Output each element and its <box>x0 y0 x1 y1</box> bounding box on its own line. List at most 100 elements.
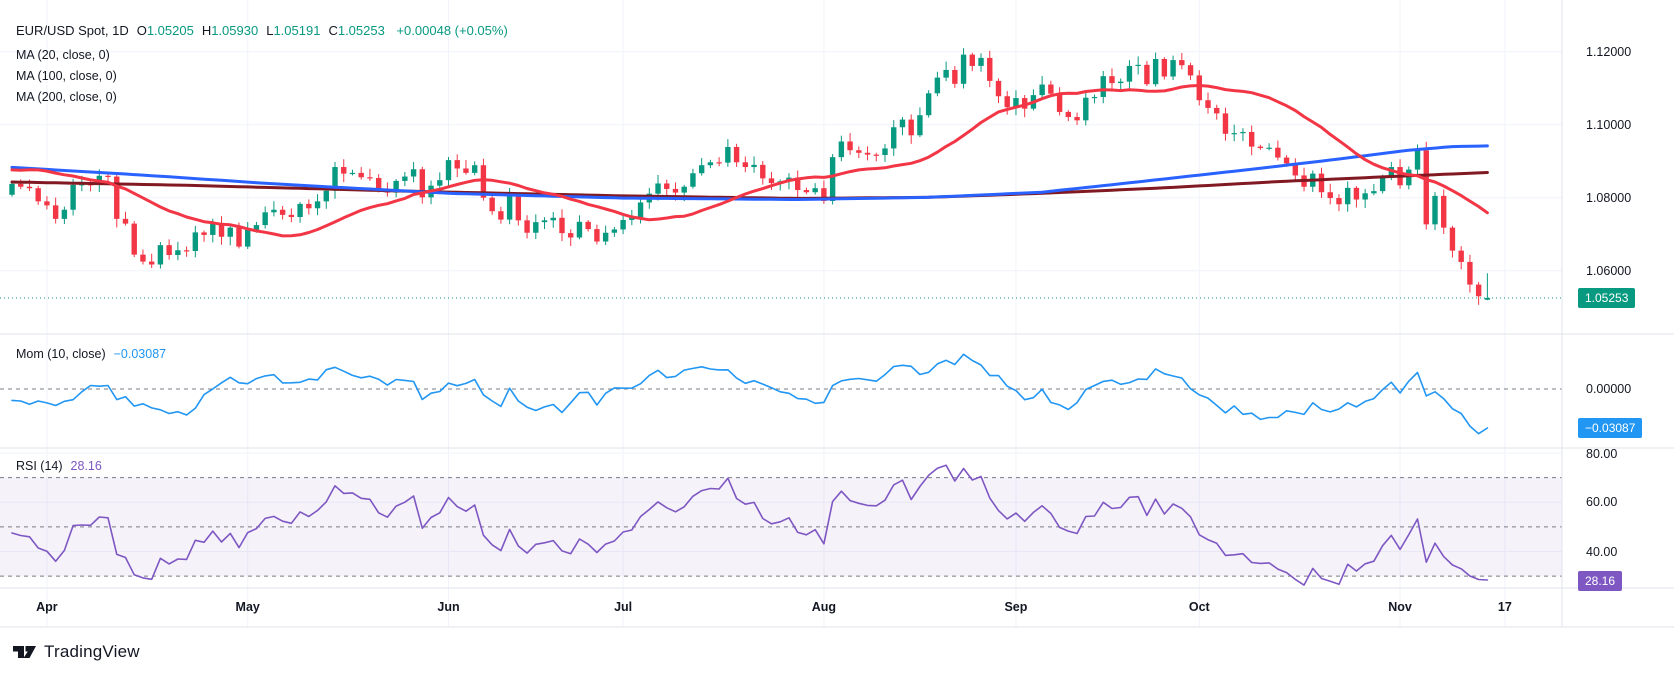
rsi-band <box>0 477 1562 577</box>
chart-canvas[interactable] <box>0 0 1674 630</box>
candle-body <box>978 57 984 66</box>
candle-body <box>314 201 321 209</box>
candle-body <box>1327 192 1333 199</box>
candle-body <box>602 232 609 242</box>
candle-body <box>1441 195 1447 228</box>
candle-body <box>262 212 268 226</box>
candle-body <box>515 195 522 221</box>
candle-body <box>489 197 495 212</box>
candle-body <box>1100 76 1106 97</box>
candle-body <box>288 214 295 218</box>
candle-body <box>795 177 801 191</box>
candle-body <box>1205 100 1211 108</box>
candle-body <box>122 218 129 224</box>
candle-body <box>629 217 635 220</box>
candle-body <box>838 141 845 158</box>
candle-body <box>498 211 504 220</box>
chart-area[interactable]: EUR/USD Spot, 1D O1.05205 H1.05930 L1.05191… <box>0 0 1674 630</box>
candle-body <box>856 150 862 153</box>
candle-body <box>952 69 958 84</box>
candle-body <box>1467 261 1473 285</box>
candle-body <box>26 186 33 189</box>
candle-body <box>52 205 59 219</box>
candle-body <box>760 164 766 179</box>
candle-body <box>358 172 364 178</box>
candle-body <box>506 195 513 220</box>
candle-body <box>148 261 155 265</box>
candle-body <box>899 119 906 128</box>
ma20-line <box>10 84 1489 238</box>
candle-body <box>803 190 810 193</box>
candle-body <box>716 162 722 164</box>
candle-body <box>306 203 312 209</box>
tradingview-logo-text[interactable]: TradingView <box>44 642 140 661</box>
candle-body <box>218 223 225 237</box>
candle-body <box>908 119 914 136</box>
candle-body <box>568 233 574 238</box>
candle-body <box>70 184 76 210</box>
candle-body <box>873 154 879 156</box>
candle-body <box>1266 147 1272 149</box>
candle-body <box>349 172 356 175</box>
candle-body <box>707 162 714 166</box>
candle-body <box>1109 76 1115 84</box>
candle-body <box>1423 150 1429 225</box>
ma100-line <box>10 144 1489 201</box>
candle-body <box>576 221 583 238</box>
candle-body <box>1179 60 1185 66</box>
candle-body <box>1240 132 1246 134</box>
candle-body <box>157 245 164 265</box>
candle-body <box>166 245 172 256</box>
candle-body <box>1388 167 1395 178</box>
candle-body <box>279 209 286 215</box>
candle-body <box>61 209 68 219</box>
candle-body <box>1074 117 1080 121</box>
candle-body <box>1283 157 1290 164</box>
candle-body <box>18 183 24 187</box>
candle-body <box>1196 75 1202 101</box>
candle-body <box>192 232 199 251</box>
footer: TradingView <box>0 630 1674 674</box>
candle-body <box>9 183 15 195</box>
candle-body <box>236 227 242 247</box>
candle-body <box>367 177 373 179</box>
candle-body <box>1475 284 1482 297</box>
candle-body <box>1449 227 1456 251</box>
candle-body <box>524 220 530 233</box>
candle-body <box>1371 191 1377 194</box>
candle-body <box>1318 173 1325 193</box>
candle-body <box>140 254 146 262</box>
candle-body <box>445 160 452 181</box>
candle-body <box>105 175 111 177</box>
candle-body <box>1083 97 1089 121</box>
candle-body <box>1056 93 1063 112</box>
candle-body <box>672 188 679 193</box>
candle-body <box>1021 98 1028 109</box>
candle-body <box>1248 132 1255 147</box>
candle-body <box>297 203 303 218</box>
candle-body <box>332 167 338 191</box>
candle-body <box>175 250 181 256</box>
candle-body <box>402 176 408 181</box>
candle-body <box>620 219 626 230</box>
candle-body <box>768 178 775 184</box>
candle-body <box>114 176 120 219</box>
candle-body <box>550 217 556 221</box>
candle-body <box>1379 177 1386 192</box>
candle-body <box>698 165 705 174</box>
candle-body <box>882 148 888 155</box>
candle-body <box>253 225 260 230</box>
candle-body <box>183 250 190 252</box>
candle-body <box>1065 111 1072 118</box>
ma200-line <box>10 171 1489 200</box>
candle-body <box>725 146 731 163</box>
candle-body <box>245 229 251 247</box>
candle-body <box>1004 96 1010 108</box>
candle-body <box>1231 133 1237 135</box>
candle-body <box>419 169 426 198</box>
candle-body <box>463 168 469 173</box>
tradingview-logo-icon[interactable] <box>12 642 37 662</box>
candle-body <box>733 146 740 163</box>
candle-body <box>131 223 137 255</box>
candle-body <box>44 201 50 206</box>
